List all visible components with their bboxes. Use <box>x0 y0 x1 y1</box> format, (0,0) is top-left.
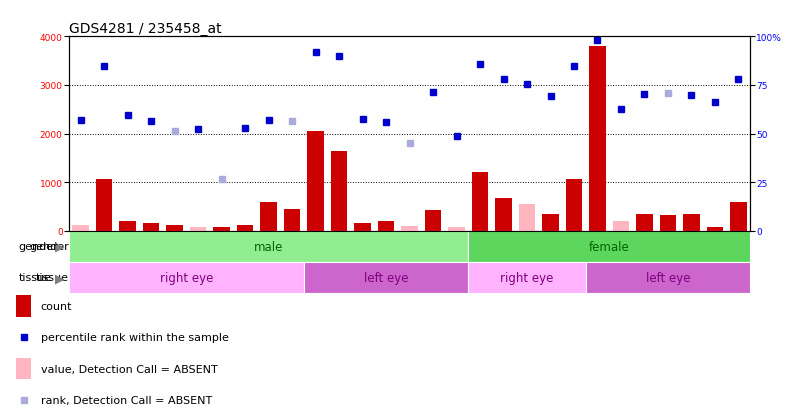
Bar <box>331 151 347 231</box>
Bar <box>683 215 700 231</box>
Text: female: female <box>589 240 629 253</box>
Text: percentile rank within the sample: percentile rank within the sample <box>41 332 229 342</box>
Bar <box>586 262 750 293</box>
Bar <box>96 180 113 231</box>
Bar <box>190 228 206 231</box>
Bar <box>69 262 304 293</box>
Text: left eye: left eye <box>646 271 690 284</box>
Bar <box>69 231 468 262</box>
Bar <box>304 262 468 293</box>
Bar <box>260 202 277 231</box>
Bar <box>307 132 324 231</box>
Bar <box>119 221 136 231</box>
Bar <box>659 215 676 231</box>
Text: value, Detection Call = ABSENT: value, Detection Call = ABSENT <box>41 364 217 374</box>
Bar <box>378 221 394 231</box>
Bar <box>16 296 31 317</box>
Text: right eye: right eye <box>500 271 554 284</box>
Text: right eye: right eye <box>160 271 213 284</box>
Bar <box>590 47 606 231</box>
Bar <box>730 202 747 231</box>
Bar <box>496 198 512 231</box>
Text: left eye: left eye <box>364 271 408 284</box>
Text: count: count <box>41 301 72 311</box>
Bar <box>448 228 465 231</box>
Bar <box>237 226 253 231</box>
Text: tissue: tissue <box>36 273 69 283</box>
Text: GDS4281 / 235458_at: GDS4281 / 235458_at <box>69 22 221 36</box>
Bar <box>566 180 582 231</box>
Bar <box>637 215 653 231</box>
Bar <box>16 358 31 380</box>
Bar <box>143 223 160 231</box>
Bar <box>613 221 629 231</box>
Bar <box>468 262 586 293</box>
Bar <box>468 231 750 262</box>
Text: ▶: ▶ <box>55 271 65 284</box>
Bar <box>519 204 535 231</box>
Bar <box>425 211 441 231</box>
Bar <box>213 228 230 231</box>
Bar <box>166 225 182 231</box>
Bar <box>401 226 418 231</box>
Text: gender: gender <box>29 242 69 252</box>
Text: gender: gender <box>19 242 58 252</box>
Bar <box>354 223 371 231</box>
Text: rank, Detection Call = ABSENT: rank, Detection Call = ABSENT <box>41 395 212 405</box>
Bar <box>72 225 89 231</box>
Text: male: male <box>254 240 283 253</box>
Bar <box>472 173 488 231</box>
Bar <box>706 228 723 231</box>
Bar <box>284 209 300 231</box>
Bar <box>543 215 559 231</box>
Text: ▶: ▶ <box>55 240 65 253</box>
Text: tissue: tissue <box>19 273 52 283</box>
